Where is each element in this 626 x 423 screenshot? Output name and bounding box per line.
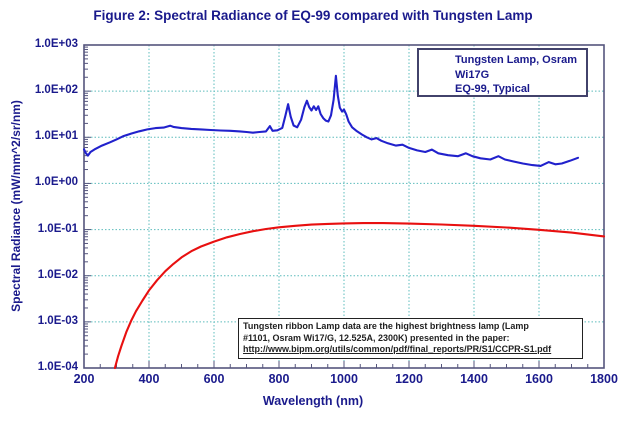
legend-label-eq99: EQ-99, Typical: [455, 83, 530, 95]
figure-title: Figure 2: Spectral Radiance of EQ-99 com…: [93, 8, 533, 23]
y-tick-label: 1.0E+03: [34, 38, 78, 50]
x-tick-label: 1800: [590, 372, 618, 386]
x-tick-label: 800: [268, 372, 290, 386]
x-tick-label: 1400: [460, 372, 488, 386]
x-tick-label: 1600: [525, 372, 553, 386]
y-tick-label: 1.0E+00: [34, 176, 78, 189]
y-tick-label: 1.0E-01: [37, 222, 78, 235]
legend-entry-tungsten: Tungsten Lamp, Osram Wi17G: [425, 53, 582, 82]
legend: Tungsten Lamp, Osram Wi17G EQ-99, Typica…: [417, 48, 588, 97]
annotation-line-1: Tungsten ribbon Lamp data are the highes…: [243, 321, 529, 331]
x-tick-label: 400: [138, 372, 160, 386]
legend-entry-eq99: EQ-99, Typical: [425, 82, 582, 97]
x-axis-label: Wavelength (nm): [262, 394, 364, 408]
y-axis-label: Spectral Radiance (mW/mm^2/sr/nm): [9, 100, 23, 312]
eq99-curve: [82, 74, 580, 167]
y-tick-label: 1.0E-03: [37, 314, 78, 327]
annotation-link[interactable]: http://www.bipm.org/utils/common/pdf/fin…: [243, 344, 552, 354]
y-tick-label: 1.0E-02: [37, 268, 78, 281]
x-tick-label: 1200: [395, 372, 423, 386]
y-tick-label: 1.0E+02: [34, 84, 78, 97]
y-tick-label: 1.0E-04: [37, 361, 78, 373]
annotation-line-2: #1101, Osram Wi17/G, 12.525A, 2300K) pre…: [243, 332, 510, 343]
annotation-box: Tungsten ribbon Lamp data are the highes…: [238, 318, 583, 359]
x-tick-label: 600: [203, 372, 225, 386]
x-tick-label: 1000: [330, 372, 358, 386]
tungsten-curve: [113, 222, 606, 370]
y-tick-label: 1.0E+01: [34, 130, 78, 143]
legend-label-tungsten: Tungsten Lamp, Osram Wi17G: [455, 54, 578, 81]
x-tick-label: 200: [73, 372, 95, 386]
